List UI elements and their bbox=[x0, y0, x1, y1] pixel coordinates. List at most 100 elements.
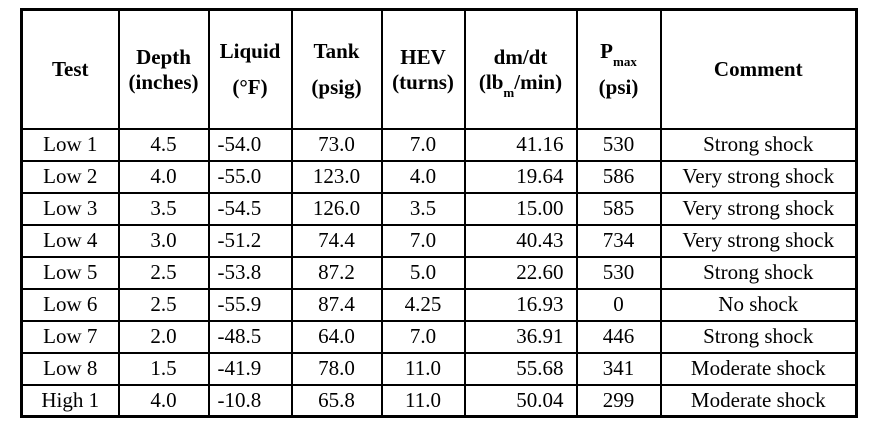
cell-tank: 87.2 bbox=[290, 255, 383, 290]
dmdt-subscript: m bbox=[503, 84, 515, 100]
header-tank-unit: (psig) bbox=[311, 75, 362, 100]
cell-tank: 64.0 bbox=[290, 319, 383, 354]
cell-pmax: 530 bbox=[575, 127, 662, 162]
cell-dmdt: 50.04 bbox=[463, 383, 578, 418]
cell-comment: Very strong shock bbox=[659, 159, 858, 194]
header-depth-line1: Depth bbox=[136, 44, 191, 69]
header-hev-line1: HEV bbox=[400, 44, 446, 69]
header-comment: Comment bbox=[659, 8, 858, 130]
cell-depth: 3.0 bbox=[117, 223, 210, 258]
table-row: Low 5 2.5 -53.8 87.2 5.0 22.60 530 Stron… bbox=[20, 255, 858, 290]
cell-pmax: 446 bbox=[575, 319, 662, 354]
cell-test: Low 3 bbox=[20, 191, 120, 226]
cell-dmdt: 55.68 bbox=[463, 351, 578, 386]
header-comment-label: Comment bbox=[713, 57, 803, 82]
cell-pmax: 734 bbox=[575, 223, 662, 258]
cell-hev: 11.0 bbox=[380, 383, 466, 418]
cell-liquid: -51.2 bbox=[207, 223, 293, 258]
cell-dmdt: 15.00 bbox=[463, 191, 578, 226]
cell-pmax: 530 bbox=[575, 255, 662, 290]
cell-test: Low 6 bbox=[20, 287, 120, 322]
table-row: Low 7 2.0 -48.5 64.0 7.0 36.91 446 Stron… bbox=[20, 319, 858, 354]
table-row: Low 6 2.5 -55.9 87.4 4.25 16.93 0 No sho… bbox=[20, 287, 858, 322]
cell-comment: Moderate shock bbox=[659, 351, 858, 386]
cell-depth: 2.0 bbox=[117, 319, 210, 354]
header-liquid: Liquid (°F) bbox=[207, 8, 293, 130]
cell-depth: 4.5 bbox=[117, 127, 210, 162]
header-tank: Tank (psig) bbox=[290, 8, 383, 130]
cell-liquid: -54.5 bbox=[207, 191, 293, 226]
header-hev-unit: (turns) bbox=[392, 69, 454, 94]
cell-liquid: -54.0 bbox=[207, 127, 293, 162]
header-depth: Depth (inches) bbox=[117, 8, 210, 130]
cell-test: High 1 bbox=[20, 383, 120, 418]
cell-depth: 2.5 bbox=[117, 287, 210, 322]
cell-tank: 78.0 bbox=[290, 351, 383, 386]
cell-hev: 3.5 bbox=[380, 191, 466, 226]
cell-hev: 7.0 bbox=[380, 319, 466, 354]
header-row: Test Depth (inches) Liquid (°F) bbox=[20, 8, 858, 130]
cell-pmax: 586 bbox=[575, 159, 662, 194]
cell-tank: 87.4 bbox=[290, 287, 383, 322]
cell-test: Low 7 bbox=[20, 319, 120, 354]
cell-hev: 4.25 bbox=[380, 287, 466, 322]
cell-hev: 7.0 bbox=[380, 127, 466, 162]
cell-liquid: -53.8 bbox=[207, 255, 293, 290]
table-row: Low 8 1.5 -41.9 78.0 11.0 55.68 341 Mode… bbox=[20, 351, 858, 386]
cell-tank: 74.4 bbox=[290, 223, 383, 258]
cell-dmdt: 22.60 bbox=[463, 255, 578, 290]
cell-pmax: 341 bbox=[575, 351, 662, 386]
header-liquid-unit: (°F) bbox=[232, 75, 268, 100]
cell-liquid: -55.9 bbox=[207, 287, 293, 322]
cell-depth: 4.0 bbox=[117, 159, 210, 194]
cell-liquid: -41.9 bbox=[207, 351, 293, 386]
pmax-subscript: max bbox=[612, 54, 637, 70]
cell-tank: 126.0 bbox=[290, 191, 383, 226]
cell-liquid: -55.0 bbox=[207, 159, 293, 194]
header-pmax-line1: Pmax bbox=[600, 39, 637, 70]
cell-depth: 2.5 bbox=[117, 255, 210, 290]
cell-depth: 3.5 bbox=[117, 191, 210, 226]
table-row: Low 2 4.0 -55.0 123.0 4.0 19.64 586 Very… bbox=[20, 159, 858, 194]
header-depth-unit: (inches) bbox=[128, 69, 199, 94]
header-dmdt: dm/dt (lbm/min) bbox=[463, 8, 578, 130]
cell-depth: 1.5 bbox=[117, 351, 210, 386]
cell-comment: Very strong shock bbox=[659, 191, 858, 226]
header-dmdt-line1: dm/dt bbox=[493, 44, 548, 69]
header-pmax-unit: (psi) bbox=[598, 75, 639, 100]
header-test-label: Test bbox=[51, 57, 89, 82]
cell-dmdt: 19.64 bbox=[463, 159, 578, 194]
cell-hev: 11.0 bbox=[380, 351, 466, 386]
header-test: Test bbox=[20, 8, 120, 130]
header-hev: HEV (turns) bbox=[380, 8, 466, 130]
header-tank-line1: Tank bbox=[313, 39, 360, 64]
test-results-table: Test Depth (inches) Liquid (°F) bbox=[20, 8, 858, 418]
cell-hev: 4.0 bbox=[380, 159, 466, 194]
cell-dmdt: 41.16 bbox=[463, 127, 578, 162]
cell-dmdt: 16.93 bbox=[463, 287, 578, 322]
cell-comment: Strong shock bbox=[659, 319, 858, 354]
cell-comment: No shock bbox=[659, 287, 858, 322]
table-row: Low 4 3.0 -51.2 74.4 7.0 40.43 734 Very … bbox=[20, 223, 858, 258]
cell-hev: 7.0 bbox=[380, 223, 466, 258]
table-row: High 1 4.0 -10.8 65.8 11.0 50.04 299 Mod… bbox=[20, 383, 858, 418]
cell-comment: Very strong shock bbox=[659, 223, 858, 258]
cell-dmdt: 40.43 bbox=[463, 223, 578, 258]
cell-test: Low 4 bbox=[20, 223, 120, 258]
table-row: Low 1 4.5 -54.0 73.0 7.0 41.16 530 Stron… bbox=[20, 127, 858, 162]
cell-hev: 5.0 bbox=[380, 255, 466, 290]
cell-liquid: -48.5 bbox=[207, 319, 293, 354]
cell-comment: Moderate shock bbox=[659, 383, 858, 418]
cell-tank: 73.0 bbox=[290, 127, 383, 162]
cell-test: Low 8 bbox=[20, 351, 120, 386]
table-row: Low 3 3.5 -54.5 126.0 3.5 15.00 585 Very… bbox=[20, 191, 858, 226]
cell-test: Low 2 bbox=[20, 159, 120, 194]
header-pmax: Pmax (psi) bbox=[575, 8, 662, 130]
cell-depth: 4.0 bbox=[117, 383, 210, 418]
header-dmdt-unit: (lbm/min) bbox=[478, 69, 563, 100]
cell-tank: 123.0 bbox=[290, 159, 383, 194]
cell-test: Low 5 bbox=[20, 255, 120, 290]
cell-pmax: 585 bbox=[575, 191, 662, 226]
cell-pmax: 299 bbox=[575, 383, 662, 418]
